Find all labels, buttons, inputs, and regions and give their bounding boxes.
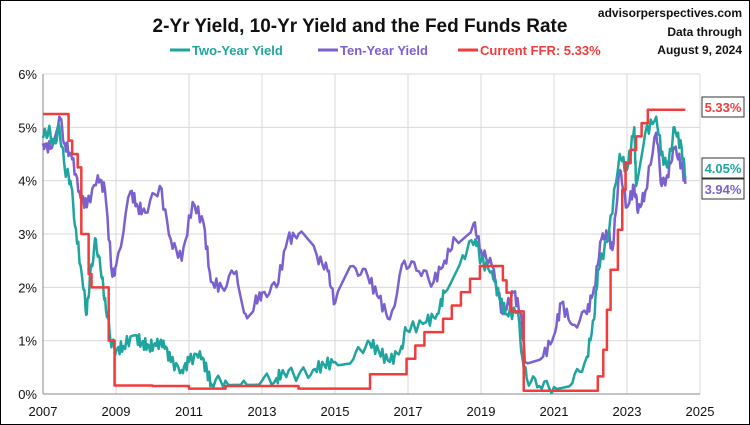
x-tick-label: 2017 xyxy=(394,404,423,419)
y-tick-label: 6% xyxy=(18,67,37,82)
y-tick-label: 0% xyxy=(18,387,37,402)
data-date-label: August 9, 2024 xyxy=(657,43,742,57)
x-tick-label: 2019 xyxy=(467,404,496,419)
y-tick-label: 4% xyxy=(18,174,37,189)
x-tick-label: 2023 xyxy=(613,404,642,419)
y-tick-label: 2% xyxy=(18,280,37,295)
x-tick-label: 2015 xyxy=(321,404,350,419)
x-tick-label: 2013 xyxy=(248,404,277,419)
series-line-ten-year-yield xyxy=(41,115,687,365)
end-label-box xyxy=(701,157,745,179)
x-tick-label: 2007 xyxy=(29,404,58,419)
y-tick-label: 1% xyxy=(18,334,37,349)
chart-title: 2-Yr Yield, 10-Yr Yield and the Fed Fund… xyxy=(153,16,568,37)
y-tick-label: 3% xyxy=(18,227,37,242)
legend-entry: Two-Year Yield xyxy=(192,43,283,58)
series-line-current-ffr-5-33- xyxy=(43,108,686,393)
end-label-box xyxy=(701,96,745,118)
x-tick-label: 2021 xyxy=(540,404,569,419)
legend-entry: Current FFR: 5.33% xyxy=(480,43,601,58)
y-tick-label: 5% xyxy=(18,120,37,135)
source-label: advisorperspectives.com xyxy=(598,6,742,20)
data-through-label: Data through xyxy=(667,25,742,39)
end-label-box xyxy=(701,178,745,200)
legend: Two-Year Yield Ten-Year Yield Current FFR:… xyxy=(170,43,601,58)
series-lines xyxy=(41,108,687,395)
x-tick-label: 2009 xyxy=(102,404,131,419)
legend-entry: Ten-Year Yield xyxy=(340,43,428,58)
end-label: 5.33% xyxy=(705,100,742,115)
end-label: 3.94% xyxy=(705,182,742,197)
axes: 0% 1% 2% 3% 4% 5% 6% 2007 2009 2011 2013 2015 2017 20… xyxy=(18,67,714,419)
x-tick-label: 2025 xyxy=(686,404,715,419)
end-label: 4.05% xyxy=(705,161,742,176)
x-tick-label: 2011 xyxy=(175,404,203,419)
end-labels: 4.05% 3.94% 5.33% xyxy=(701,96,745,200)
series-line-two-year-yield xyxy=(41,115,687,395)
